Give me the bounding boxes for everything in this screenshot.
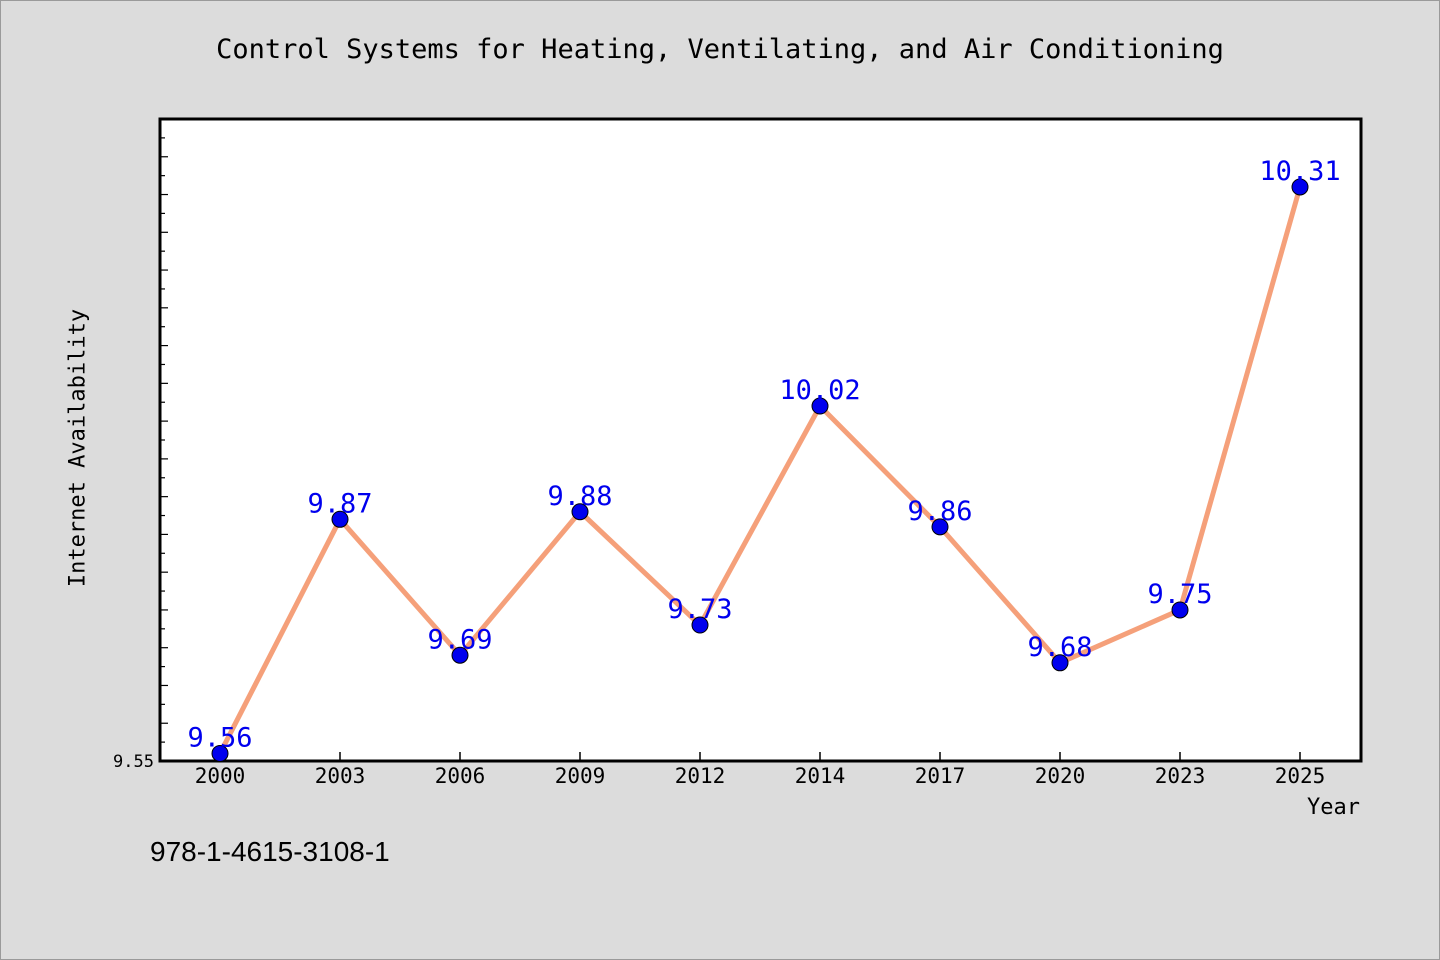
y-axis-ticks: 9.55 (113, 118, 168, 772)
y-tick-label: 9.55 (113, 752, 154, 772)
data-point (811, 397, 829, 415)
x-axis-label: Year (1307, 795, 1360, 820)
data-label: 9.87 (307, 488, 372, 519)
x-tick-label: 2009 (555, 764, 606, 788)
x-tick-label: 2017 (915, 764, 966, 788)
chart-title: Control Systems for Heating, Ventilating… (216, 34, 1224, 65)
data-point (1171, 601, 1189, 619)
data-label: 9.75 (1147, 579, 1212, 610)
data-point (451, 646, 469, 664)
data-point (571, 503, 589, 521)
data-point (691, 616, 709, 634)
x-tick-label: 2000 (195, 764, 246, 788)
series-line (217, 184, 1303, 756)
data-point (1291, 178, 1309, 196)
data-point (931, 518, 949, 536)
x-tick-label: 2020 (1035, 764, 1086, 788)
data-label: 9.73 (667, 594, 732, 625)
x-tick-label: 2023 (1155, 764, 1206, 788)
isbn-text: 978-1-4615-3108-1 (150, 836, 390, 867)
series-group: 9.56 9.87 9.69 9.88 9.73 10.02 9.86 9.68 9.75 10.… (187, 156, 1341, 762)
plot-area (158, 117, 1363, 763)
data-label: 10.31 (1259, 156, 1340, 187)
data-label: 9.68 (1027, 632, 1092, 663)
data-label: 9.88 (547, 481, 612, 512)
x-tick-label: 2006 (435, 764, 486, 788)
x-tick-label: 2025 (1275, 764, 1326, 788)
x-tick-label: 2012 (675, 764, 726, 788)
data-label: 9.69 (427, 624, 492, 655)
x-axis: 2000 2003 2006 2009 2012 2014 2017 2020 2023 2025 (195, 752, 1326, 788)
x-tick-label: 2014 (795, 764, 846, 788)
data-point (211, 744, 229, 762)
data-label: 9.86 (907, 496, 972, 527)
data-label: 10.02 (779, 375, 860, 406)
data-point (331, 510, 349, 528)
data-point (1051, 654, 1069, 672)
data-label: 9.56 (187, 722, 252, 753)
x-tick-label: 2003 (315, 764, 366, 788)
